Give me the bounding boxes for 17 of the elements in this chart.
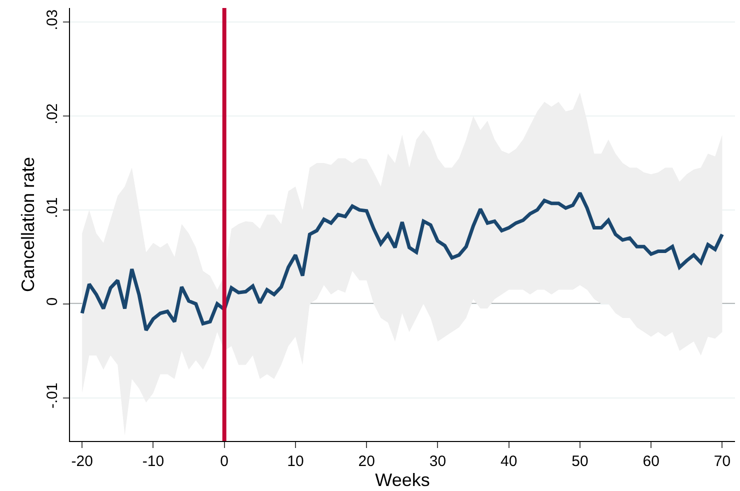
x-tick-label: 0: [220, 453, 229, 470]
x-tick-label: 60: [642, 453, 660, 470]
y-axis-title: Cancellation rate: [18, 156, 38, 292]
x-tick-label: 50: [572, 453, 588, 470]
x-tick-label: 40: [500, 453, 518, 470]
y-tick-label: -.01: [44, 382, 61, 408]
x-tick-label: -10: [142, 453, 164, 470]
x-tick-label: 70: [714, 453, 731, 470]
x-tick-label: 30: [429, 453, 446, 470]
x-tick-label: 10: [287, 453, 304, 470]
y-tick-label: .02: [44, 103, 61, 124]
y-tick-label: .03: [44, 9, 61, 30]
y-tick-label: 0: [44, 297, 61, 306]
x-tick-label: 20: [358, 453, 375, 470]
x-tick-label: -20: [71, 453, 93, 470]
x-axis-title: Weeks: [375, 470, 430, 490]
y-tick-label: .01: [44, 197, 61, 218]
